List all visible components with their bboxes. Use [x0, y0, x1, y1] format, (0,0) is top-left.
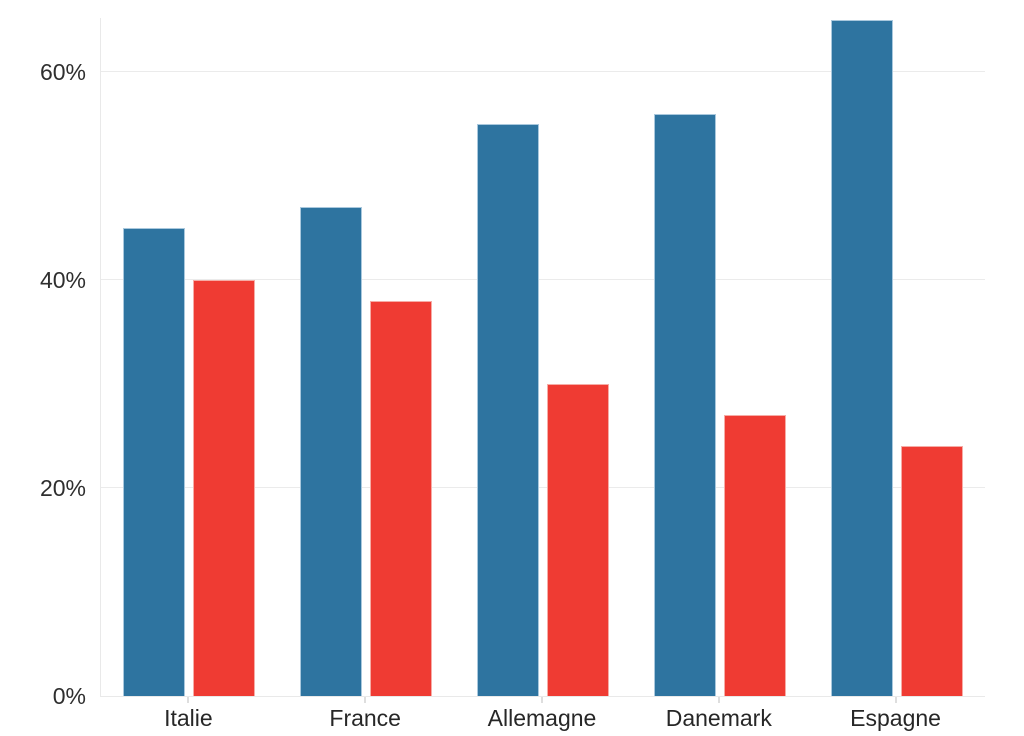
bar-allemagne-red — [547, 384, 609, 696]
x-axis-label-espagne: Espagne — [850, 705, 941, 731]
bar-danemark-blue — [653, 113, 716, 696]
x-axis-label-allemagne: Allemagne — [487, 705, 597, 731]
x-axis-label-italie: Italie — [164, 705, 213, 731]
bar-france-red — [370, 300, 433, 696]
x-tick-italie — [187, 697, 190, 703]
bar-danemark-red — [723, 415, 786, 696]
x-tick-danemark — [717, 697, 720, 703]
y-axis-label-60: 60% — [39, 59, 86, 86]
x-tick-allemagne — [541, 697, 543, 703]
y-axis-label-40: 40% — [39, 267, 86, 294]
y-axis-label-0: 0% — [52, 683, 86, 709]
bar-italie-red — [193, 280, 256, 696]
bar-italie-blue — [123, 228, 186, 696]
gridline-20 — [101, 487, 985, 489]
y-axis-label-20: 20% — [39, 475, 86, 502]
bar-allemagne-blue — [477, 124, 539, 696]
bar-espagne-red — [900, 446, 963, 696]
plot-area — [100, 18, 985, 697]
bar-espagne-blue — [830, 20, 893, 696]
gridline-40 — [101, 279, 985, 281]
bar-france-blue — [300, 207, 363, 696]
x-tick-france — [364, 697, 367, 703]
x-axis-label-france: France — [329, 705, 401, 731]
gridline-60 — [101, 71, 985, 73]
x-axis-label-danemark: Danemark — [665, 705, 772, 731]
x-tick-espagne — [894, 697, 897, 703]
